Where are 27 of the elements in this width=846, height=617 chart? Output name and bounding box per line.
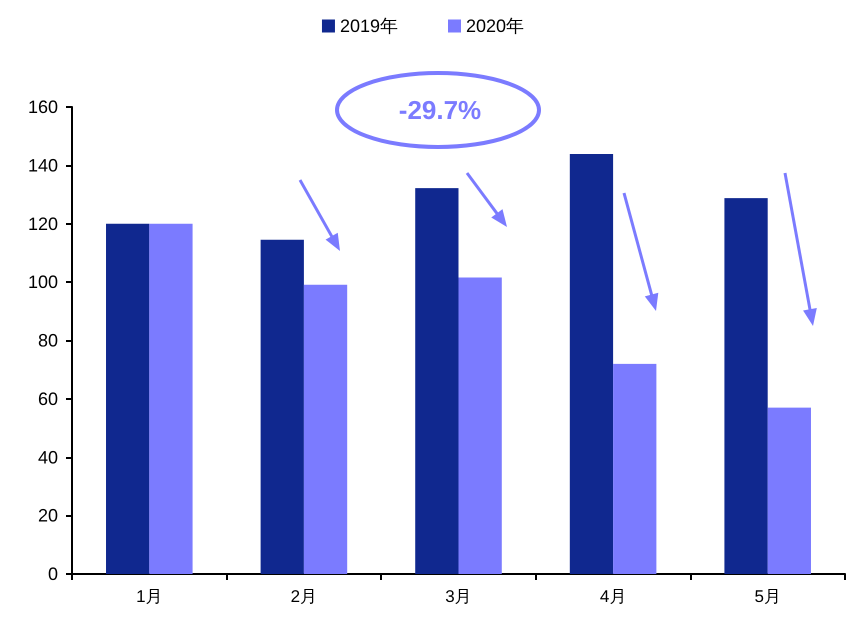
bar xyxy=(149,224,193,574)
bar xyxy=(570,154,614,574)
bar xyxy=(106,224,150,574)
y-tick-label: 0 xyxy=(48,564,58,584)
y-tick-label: 80 xyxy=(38,330,58,350)
x-tick-label: 2月 xyxy=(290,587,318,606)
x-tick-label: 3月 xyxy=(445,587,472,606)
legend-label: 2020年 xyxy=(466,16,524,36)
x-tick-label: 5月 xyxy=(754,587,781,606)
legend-label: 2019年 xyxy=(340,16,398,36)
y-tick-label: 100 xyxy=(28,272,58,292)
y-tick-label: 140 xyxy=(28,155,58,176)
x-tick-label: 1月 xyxy=(136,587,163,606)
bar xyxy=(415,188,458,574)
annotation: -29.7% xyxy=(398,95,482,125)
y-tick-label: 160 xyxy=(28,97,58,117)
y-tick-label: 60 xyxy=(38,388,58,409)
bar xyxy=(260,240,304,574)
bar xyxy=(613,364,656,574)
y-tick-label: 120 xyxy=(28,214,58,234)
bar xyxy=(768,408,811,574)
bar xyxy=(458,277,502,574)
x-tick-label: 4月 xyxy=(600,587,626,606)
y-tick-label: 20 xyxy=(38,506,58,526)
y-tick-label: 40 xyxy=(38,447,58,468)
bar xyxy=(304,284,348,574)
bar xyxy=(724,198,768,574)
